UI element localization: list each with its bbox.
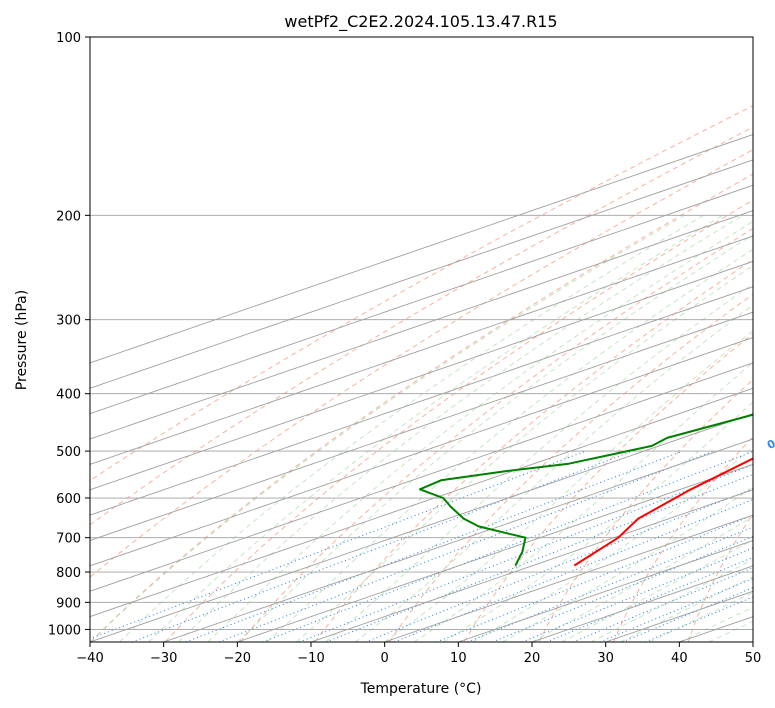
isotherm-line [90,311,753,541]
mixing-ratio-line [325,473,753,642]
chart-title: wetPf2_C2E2.2024.105.13.47.R15 [284,12,557,32]
dry-adiabat-line [239,227,753,642]
x-tick-label: −30 [150,651,177,666]
dry-adiabat-line [164,199,753,642]
plot-frame [89,36,754,643]
x-axis-label: Temperature (°C) [360,681,482,697]
isotherm-line [90,260,753,491]
moist-adiabat-line [354,304,753,642]
dry-adiabat-line [763,37,775,642]
mixing-ratio-line [467,526,753,642]
moist-adiabat-line [325,283,753,642]
dry-adiabat-line [388,293,753,642]
isotherm-line [605,590,753,642]
x-tick-label: −40 [76,651,103,666]
y-tick-label: 600 [56,492,81,507]
isotherm-line [458,540,753,642]
mixing-ratio-line [90,450,586,640]
moist-adiabat-line [472,446,753,642]
dewpoint-profile-line [418,413,753,566]
mixing-ratio-line [185,450,683,642]
dry-adiabat-line [314,258,753,642]
x-tick-label: −10 [297,651,324,666]
y-tick-label: 100 [56,31,81,46]
y-tick-label: 1000 [48,623,81,638]
x-tick-label: 0 [381,651,389,666]
mixing-ratio-line [299,464,753,642]
isotherm-line [384,514,753,642]
moist-adiabat-line [590,558,753,642]
moist-adiabat-line [620,575,753,642]
y-axis-label: Pressure (hPa) [14,290,30,390]
y-tick-label: 200 [56,209,81,224]
moist-adiabat-line [679,606,753,642]
dry-adiabat-line [90,149,753,578]
y-tick-label: 700 [56,532,81,547]
y-tick-label: 800 [56,566,81,581]
moist-adiabat-line [295,264,753,642]
isotherm-line [90,337,753,567]
dry-adiabat-line [463,332,753,642]
isotherm-line [90,235,753,465]
moist-adiabat-line [649,591,753,642]
isotherm-line [90,159,753,389]
moist-adiabat-line [178,214,743,642]
x-tick-label: 50 [745,651,762,666]
moist-adiabat-line [236,234,753,642]
dry-adiabat-line [538,379,753,642]
moist-adiabat-line [266,248,753,642]
isotherm-line [237,463,753,642]
dry-adiabat-line [90,105,753,482]
moist-adiabat-line [413,361,753,642]
y-tick-label: 500 [56,445,81,460]
isotherm-line [90,413,753,642]
isotherm-line [90,134,753,364]
isotherm-line [90,184,753,415]
mixing-ratio-line [218,450,714,642]
dry-adiabat-line [613,435,753,642]
dry-adiabat-line [687,513,753,642]
isotherm-line [531,565,753,642]
moist-adiabat-line [561,539,753,642]
moist-adiabat-line [384,330,753,642]
temperature-profile-line [573,457,753,567]
moist-adiabat-line [148,214,724,642]
moist-adiabat-line [531,515,753,642]
moist-adiabat-line [443,401,753,642]
y-tick-label: 300 [56,314,81,329]
isotherm-line [310,489,753,642]
moist-adiabat-line [119,214,704,642]
x-tick-label: 40 [671,651,688,666]
isotherm-line [90,362,753,592]
isotherm-line [752,641,753,642]
mixing-ratio-line [262,450,753,642]
mixing-ratio-line [436,514,753,642]
moist-adiabat-line [207,220,753,642]
y-tick-label: 900 [56,596,81,611]
x-tick-label: −20 [224,651,251,666]
mixing-ratio-line [131,450,633,642]
mixing-ratio-line [492,535,753,642]
isotherm-line [90,210,753,440]
dry-adiabat-line [90,126,753,526]
isotherm-line [679,616,753,642]
moist-adiabat-line [90,214,685,642]
x-tick-label: 20 [524,651,541,666]
y-tick-label: 400 [56,388,81,403]
isotherm-line [90,387,753,618]
isotherm-line [163,438,753,642]
x-tick-label: 10 [450,651,467,666]
mixing-ratio-line [521,547,753,642]
mixing-ratio-label: 0.1 [765,431,775,452]
x-tick-label: 30 [597,651,614,666]
isotherm-line [90,286,753,516]
